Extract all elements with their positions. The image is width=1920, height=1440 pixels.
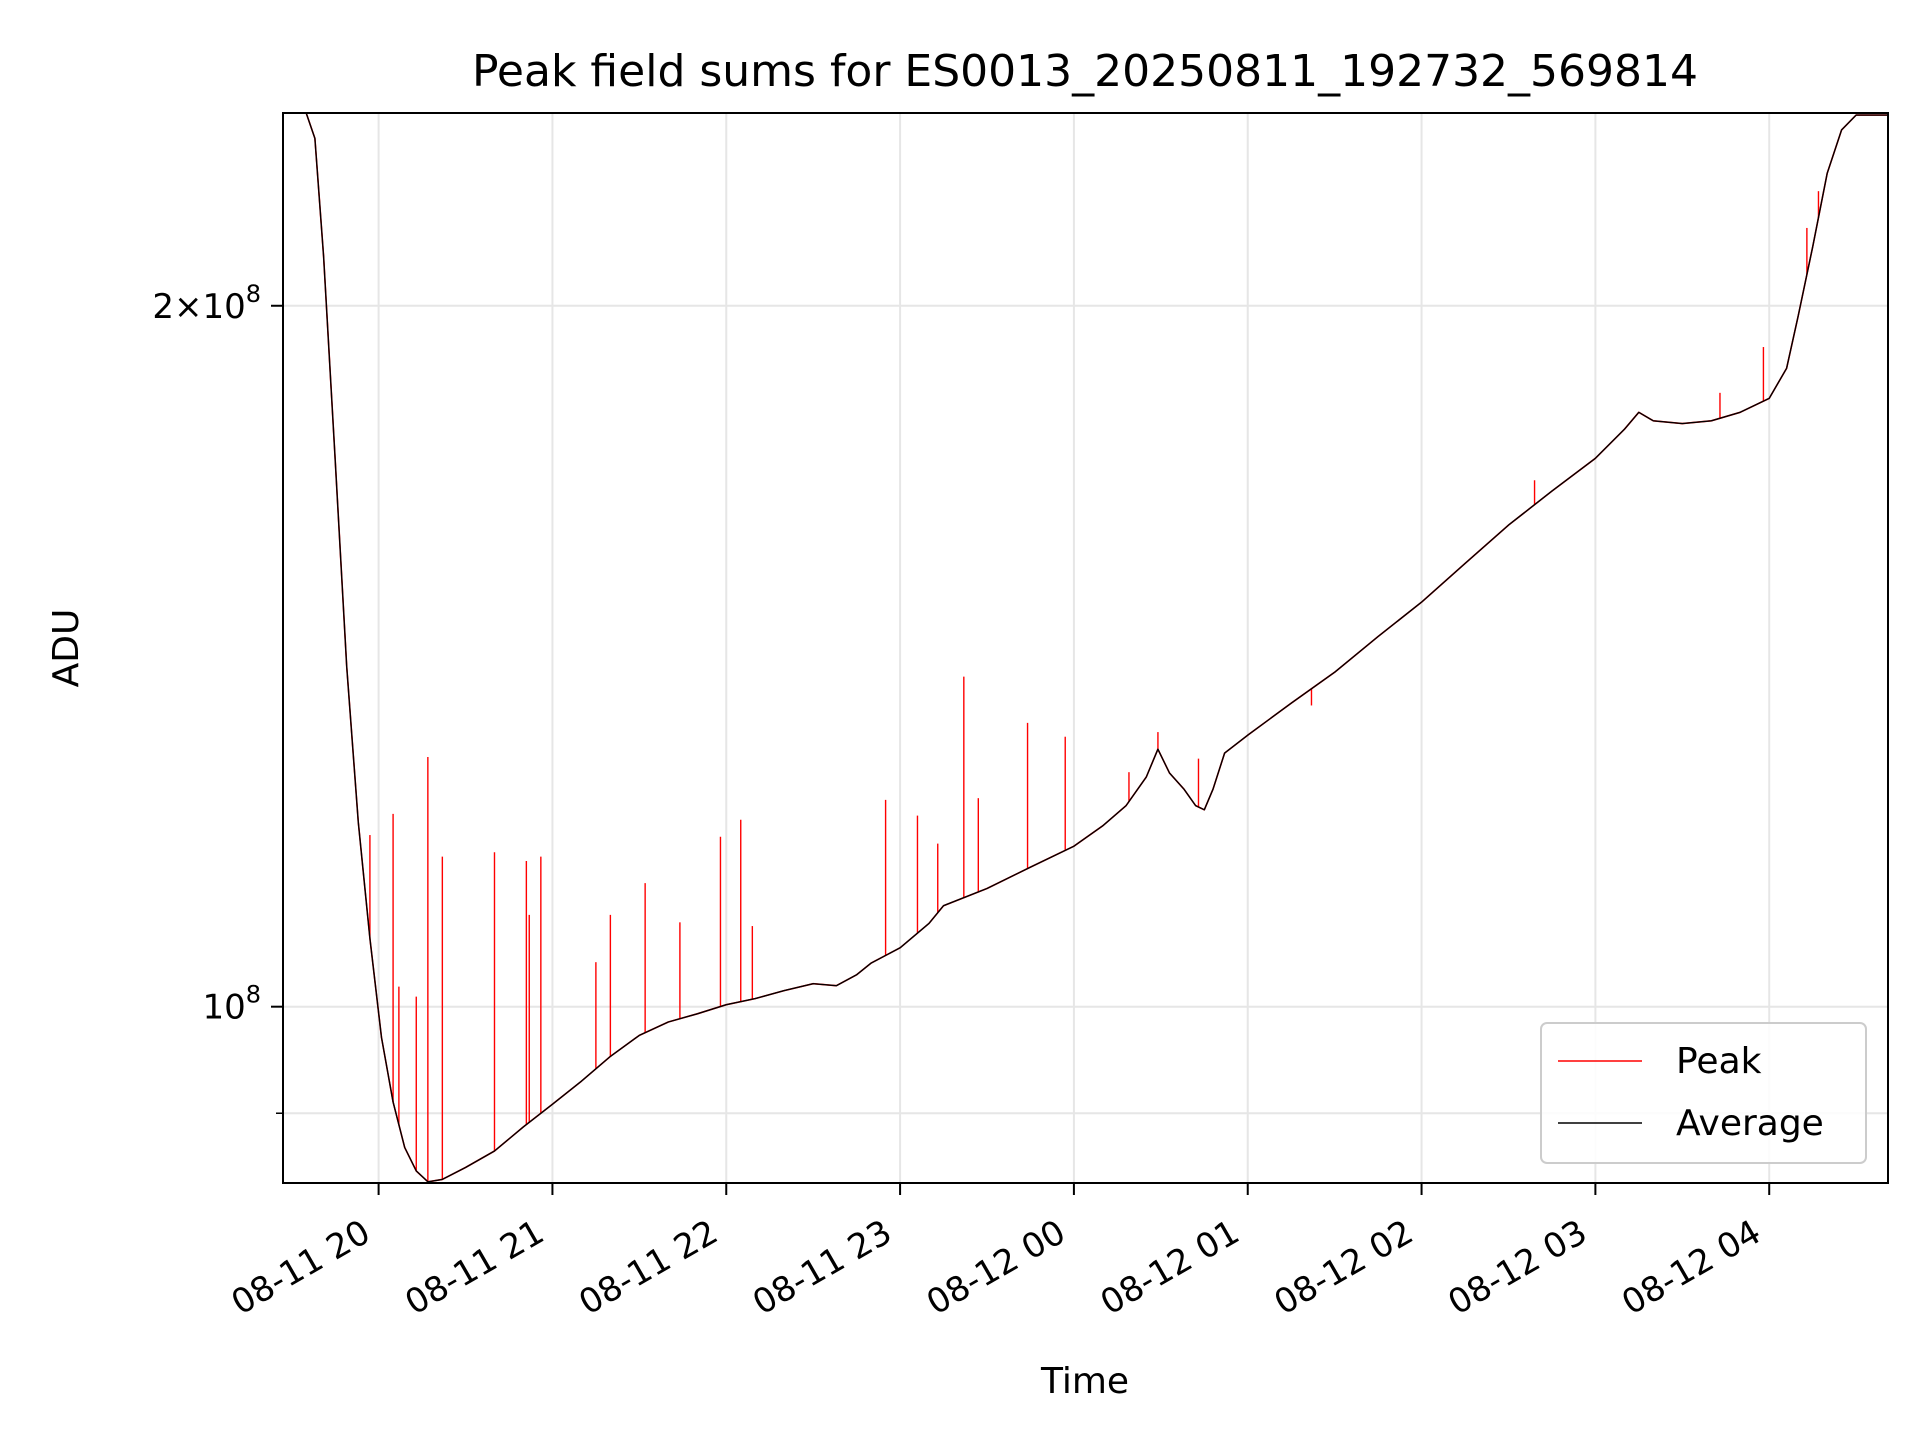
x-axis-label: Time [1040, 1361, 1129, 1402]
plot-frame [282, 112, 1889, 1184]
peak-spikes [369, 191, 1820, 1182]
legend-label-peak: Peak [1676, 1041, 1762, 1082]
y-axis-label: ADU [46, 609, 87, 688]
series-layer [305, 112, 1888, 1183]
legend-label-average: Average [1676, 1103, 1824, 1144]
y-tick-base: 10 [202, 287, 245, 327]
average-line [305, 112, 1888, 1183]
y-tick-multiplier: 2× [152, 287, 202, 327]
y-tick-label: 108 [202, 981, 261, 1028]
y-tick-exponent: 8 [246, 981, 261, 1009]
y-tick-base: 10 [202, 988, 245, 1028]
legend: Peak Average [1540, 1022, 1867, 1164]
chart-title: Peak field sums for ES0013_20250811_1927… [472, 46, 1698, 97]
grid [283, 113, 1888, 1183]
y-tick-label: 2×108 [152, 280, 261, 327]
y-tick-exponent: 8 [246, 280, 261, 308]
legend-box [1540, 1022, 1867, 1164]
